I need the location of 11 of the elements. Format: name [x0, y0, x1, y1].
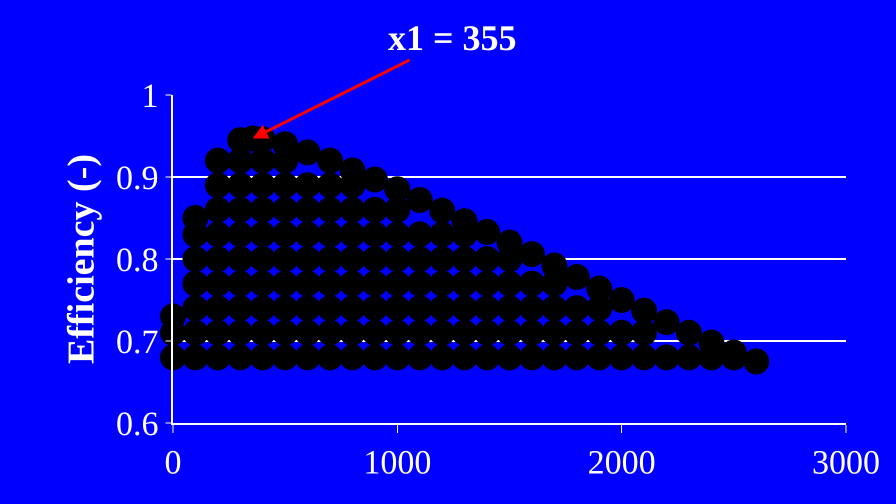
x-tick-label: 0	[164, 444, 182, 482]
y-tick-label: 0.9	[116, 160, 158, 197]
y-tick-label: 0.6	[116, 406, 158, 443]
y-axis-title: Efficiency (-)	[60, 154, 103, 364]
annotation: x1 = 355	[388, 18, 517, 58]
x-tick-label: 3000	[812, 444, 880, 482]
x-tick-label: 2000	[588, 444, 656, 482]
y-tick-label: 0.7	[116, 324, 158, 361]
x-tick-label: 1000	[363, 444, 432, 482]
y-tick-label: 0.8	[116, 242, 158, 279]
y-tick-label: 1	[141, 78, 158, 115]
